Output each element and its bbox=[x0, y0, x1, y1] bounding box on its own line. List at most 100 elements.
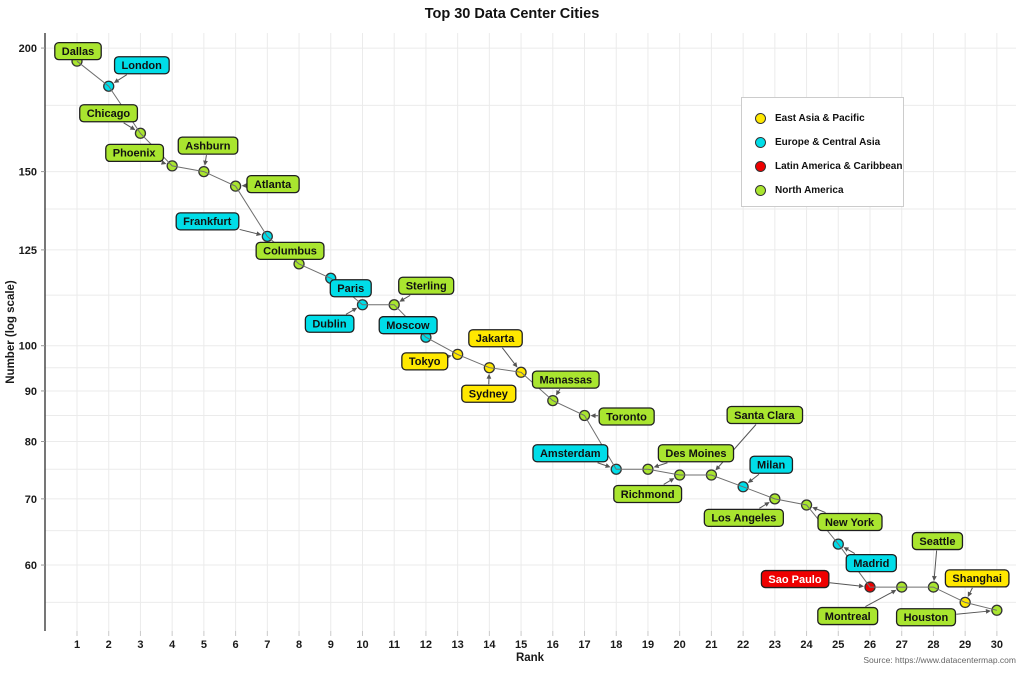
city-label-box bbox=[817, 512, 883, 532]
x-tick-label: 24 bbox=[800, 639, 813, 651]
city-label-santa-clara: Santa Clara bbox=[726, 405, 804, 425]
label-arrowhead-icon bbox=[256, 231, 262, 236]
x-tick-label: 16 bbox=[547, 639, 559, 651]
x-tick-label: 1 bbox=[74, 639, 80, 651]
city-label-los-angeles: Los Angeles bbox=[703, 508, 784, 528]
city-label-text: Amsterdam bbox=[540, 448, 601, 460]
city-label-box bbox=[468, 329, 523, 348]
label-arrowhead-icon bbox=[985, 609, 991, 614]
label-arrowhead-icon bbox=[932, 575, 937, 582]
label-arrowhead-icon bbox=[486, 373, 492, 379]
label-arrow-line bbox=[969, 587, 973, 594]
label-arrowhead-icon bbox=[715, 465, 721, 471]
legend-marker-icon bbox=[755, 112, 766, 124]
city-label-box bbox=[657, 444, 735, 463]
label-arrowhead-icon bbox=[203, 160, 208, 166]
city-label-seattle: Seattle bbox=[911, 531, 964, 551]
x-tick-label: 26 bbox=[864, 639, 876, 651]
x-tick-label: 29 bbox=[959, 639, 971, 651]
city-label-box bbox=[461, 384, 517, 403]
y-tick-label: 80 bbox=[25, 437, 37, 449]
label-arrowhead-icon bbox=[512, 362, 518, 368]
label-arrow-line bbox=[865, 591, 893, 608]
city-label-box bbox=[760, 569, 830, 589]
city-label-box bbox=[944, 569, 1010, 588]
label-arrowhead-icon bbox=[747, 478, 754, 483]
city-label-text: Shanghai bbox=[952, 573, 1002, 585]
chart-title: Top 30 Data Center Cities bbox=[424, 6, 600, 22]
city-label-text: Manassas bbox=[540, 374, 593, 386]
x-tick-label: 28 bbox=[927, 639, 939, 651]
label-arrow-line bbox=[759, 503, 767, 509]
y-tick-label: 70 bbox=[25, 494, 37, 506]
city-label-box bbox=[246, 175, 300, 194]
city-label-box bbox=[726, 405, 804, 425]
label-arrow-line bbox=[239, 228, 258, 235]
city-label-box bbox=[177, 136, 239, 155]
city-label-phoenix: Phoenix bbox=[105, 143, 165, 163]
city-label-sydney: Sydney bbox=[461, 384, 517, 403]
city-label-text: Montreal bbox=[825, 611, 871, 623]
x-tick-label: 21 bbox=[705, 639, 717, 651]
city-label-box bbox=[255, 241, 325, 261]
city-label-text: Houston bbox=[904, 612, 949, 624]
legend-box: East Asia & Pacific Europe & Central Asia… bbox=[741, 97, 904, 207]
city-label-text: London bbox=[122, 60, 163, 72]
city-label-atlanta: Atlanta bbox=[246, 175, 300, 194]
x-tick-label: 8 bbox=[296, 639, 302, 651]
legend-item-latin-america-caribbean[interactable]: Latin America & Caribbean bbox=[742, 154, 903, 178]
x-tick-label: 9 bbox=[328, 639, 334, 651]
x-tick-label: 5 bbox=[201, 639, 207, 651]
x-tick-label: 3 bbox=[137, 639, 143, 651]
city-label-text: Sao Paulo bbox=[768, 574, 821, 586]
city-label-box bbox=[532, 444, 609, 463]
city-label-box bbox=[175, 212, 240, 231]
x-tick-label: 2 bbox=[106, 639, 112, 651]
city-label-frankfurt: Frankfurt bbox=[175, 212, 240, 231]
source-note: Source: https://www.datacentermap.com bbox=[863, 655, 1016, 665]
city-label-text: Dublin bbox=[312, 319, 346, 331]
city-label-box bbox=[749, 455, 794, 474]
x-tick-label: 11 bbox=[388, 639, 400, 651]
x-tick-label: 27 bbox=[896, 639, 908, 651]
city-label-richmond: Richmond bbox=[613, 484, 683, 504]
city-label-text: Richmond bbox=[621, 489, 675, 501]
label-arrow-line bbox=[663, 479, 671, 485]
y-tick-label: 90 bbox=[25, 386, 37, 398]
y-tick-label: 100 bbox=[19, 341, 37, 353]
city-label-manassas: Manassas bbox=[531, 370, 600, 389]
legend-item-east-asia-pacific[interactable]: East Asia & Pacific bbox=[742, 106, 903, 130]
x-tick-label: 19 bbox=[642, 639, 654, 651]
label-arrow-line bbox=[933, 550, 938, 577]
label-arrowhead-icon bbox=[764, 502, 770, 507]
label-arrow-line bbox=[501, 347, 516, 365]
legend-item-north-america[interactable]: North America bbox=[742, 179, 903, 203]
city-label-text: Toronto bbox=[606, 411, 647, 423]
city-label-sterling: Sterling bbox=[398, 276, 455, 295]
city-label-paris: Paris bbox=[329, 279, 372, 298]
city-label-text: Moscow bbox=[386, 320, 430, 332]
city-label-madrid: Madrid bbox=[845, 553, 897, 573]
legend-item-europe-central-asia[interactable]: Europe & Central Asia bbox=[742, 130, 903, 154]
y-axis-title: Number (log scale) bbox=[5, 280, 17, 384]
legend-item-label: Europe & Central Asia bbox=[775, 136, 881, 148]
label-arrow-line bbox=[956, 610, 987, 615]
city-label-text: Sydney bbox=[469, 389, 509, 401]
city-label-text: Los Angeles bbox=[711, 513, 776, 525]
x-tick-label: 17 bbox=[578, 639, 590, 651]
x-tick-label: 6 bbox=[233, 639, 239, 651]
city-label-shanghai: Shanghai bbox=[944, 569, 1010, 588]
city-label-box bbox=[304, 314, 355, 333]
city-label-text: Milan bbox=[757, 460, 785, 472]
label-arrowhead-icon bbox=[858, 583, 864, 589]
label-arrowhead-icon bbox=[843, 547, 849, 552]
legend-marker-icon bbox=[755, 160, 766, 172]
label-arrow-line bbox=[557, 388, 561, 392]
city-label-box bbox=[531, 370, 600, 389]
city-label-box bbox=[401, 352, 449, 371]
city-label-chicago: Chicago bbox=[79, 104, 139, 123]
city-label-text: Jakarta bbox=[476, 333, 515, 345]
label-arrowhead-icon bbox=[812, 506, 818, 512]
x-tick-label: 22 bbox=[737, 639, 749, 651]
